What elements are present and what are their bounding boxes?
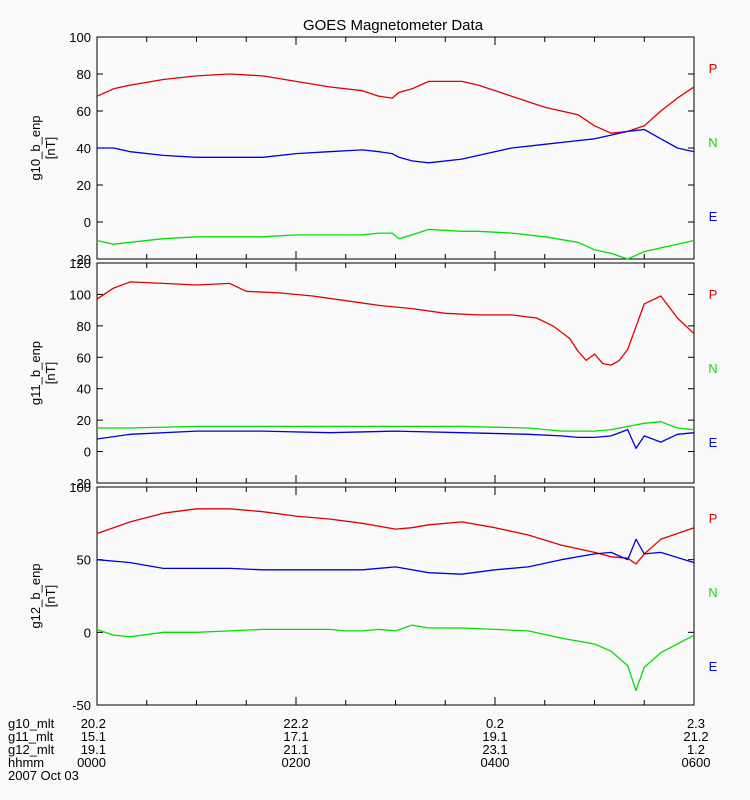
footer-row-label: g12_mlt <box>8 742 55 757</box>
series-line-e <box>96 538 695 575</box>
y-tick-label: 100 <box>69 30 91 45</box>
footer-value: 0600 <box>682 755 711 770</box>
y-tick-label: 60 <box>77 350 91 365</box>
y-tick-label: -20 <box>72 476 91 491</box>
series-line-n <box>96 228 695 260</box>
y-tick-label: 0 <box>84 445 91 460</box>
series-line-e <box>97 128 695 164</box>
series-line-p <box>96 508 695 565</box>
legend-e: E <box>709 435 718 450</box>
y-tick-label: 100 <box>69 480 91 495</box>
footer-value: 20.2 <box>81 716 106 731</box>
panel-3: -50 0 50 100 g12_b_enp [nT] P N E <box>28 480 718 713</box>
y-tick-label: 0 <box>84 215 91 230</box>
y-axis-units: [nT] <box>43 137 58 159</box>
footer-value: 19.1 <box>81 742 106 757</box>
footer-value: 22.2 <box>283 716 308 731</box>
footer-value: 17.1 <box>283 729 308 744</box>
footer-value: 2.3 <box>687 716 705 731</box>
y-axis-label: g10_b_enp <box>28 115 43 180</box>
footer-value: 15.1 <box>81 729 106 744</box>
legend-n: N <box>708 585 717 600</box>
panel-2: -20 0 20 40 60 80 100 120 g11_b_enp [nT] P N E <box>28 256 718 491</box>
footer-value: 0.2 <box>486 716 504 731</box>
y-tick-label: 0 <box>84 625 91 640</box>
series-line-n <box>96 624 695 692</box>
y-tick-label: -20 <box>72 252 91 267</box>
y-tick-label: 40 <box>77 382 91 397</box>
chart-title: GOES Magnetometer Data <box>303 17 484 34</box>
legend-e: E <box>709 209 718 224</box>
y-tick-label: 120 <box>69 256 91 271</box>
y-axis-units: [nT] <box>43 362 58 384</box>
y-axis-label: g12_b_enp <box>28 563 43 628</box>
footer-value: 0200 <box>282 755 311 770</box>
footer-row-label: g11_mlt <box>8 729 54 744</box>
footer-value: 21.1 <box>283 742 308 757</box>
y-tick-label: 100 <box>69 287 91 302</box>
series-line-p <box>96 281 695 366</box>
y-tick-label: 20 <box>77 413 91 428</box>
y-axis-units: [nT] <box>43 585 58 607</box>
y-tick-label: 80 <box>77 67 91 82</box>
footer-row-label: hhmm <box>8 755 44 770</box>
footer-value: 21.2 <box>683 729 708 744</box>
series-line-n <box>97 421 695 432</box>
panel-1: -20 0 20 40 60 80 100 g10_b_enp [nT] P N E <box>28 30 718 267</box>
series-line-p <box>96 73 695 134</box>
y-tick-label: 20 <box>77 178 91 193</box>
y-tick-label: 60 <box>77 104 91 119</box>
footer-value: 19.1 <box>482 729 507 744</box>
legend-p: P <box>709 287 718 302</box>
y-tick-label: 40 <box>77 141 91 156</box>
legend-p: P <box>709 61 718 76</box>
panel-frame <box>96 262 695 484</box>
series-line-e <box>96 428 695 450</box>
legend-p: P <box>709 511 718 526</box>
legend-e: E <box>709 659 718 674</box>
y-tick-label: 80 <box>77 319 91 334</box>
y-tick-label: -50 <box>72 698 91 713</box>
footer-value: 0000 <box>77 755 106 770</box>
panel-frame <box>96 36 695 260</box>
footer-row-label: g10_mlt <box>8 716 55 731</box>
legend-n: N <box>708 135 717 150</box>
footer-value: 23.1 <box>482 742 507 757</box>
y-axis-label: g11_b_enp <box>28 341 43 405</box>
y-tick-label: 50 <box>77 553 91 568</box>
footer-date: 2007 Oct 03 <box>8 768 79 783</box>
panel-frame <box>96 486 695 706</box>
legend-n: N <box>708 361 717 376</box>
footer-value: 0400 <box>481 755 510 770</box>
footer-value: 1.2 <box>687 742 705 757</box>
time-axis-footer: g10_mlt 20.2 22.2 0.2 2.3 g11_mlt 15.1 17.1 19.1… <box>8 716 710 783</box>
